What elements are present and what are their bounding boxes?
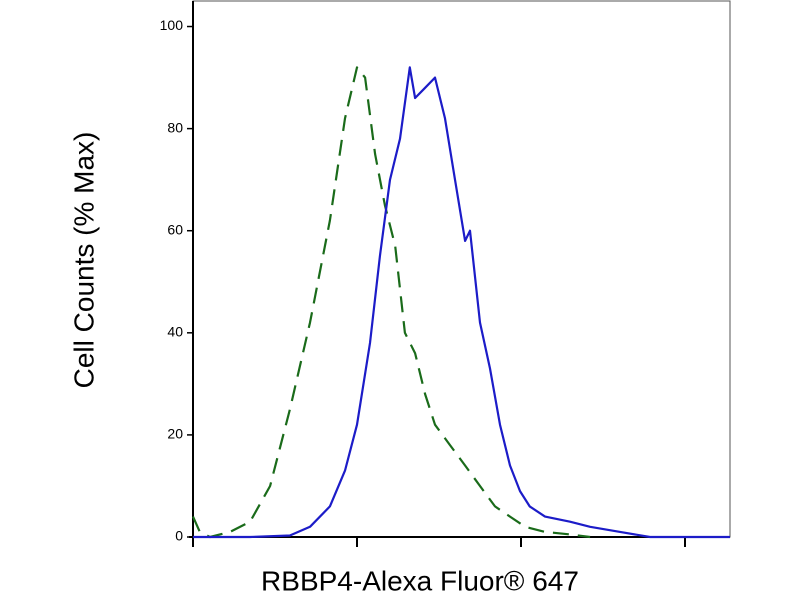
y-tick-label: 60 [167,221,183,237]
y-tick-label: 20 [167,426,183,442]
y-tick-label: 0 [175,528,183,544]
plot-frame [192,0,731,538]
y-tick-label: 80 [167,119,183,135]
series-line [191,66,591,539]
series-line [193,66,730,539]
y-axis-label: Cell Counts (% Max) [68,132,99,389]
y-tick-label: 40 [167,324,183,340]
y-tick-label: 100 [160,17,184,33]
x-axis-label: RBBP4-Alexa Fluor® 647 [261,565,579,596]
